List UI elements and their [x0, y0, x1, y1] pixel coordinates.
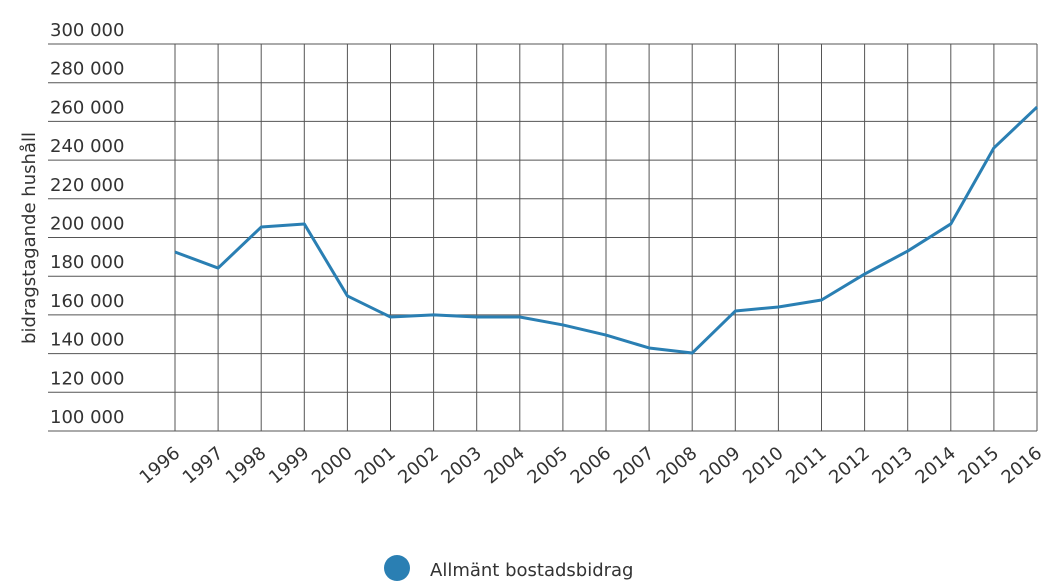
x-tick-label: 2011: [782, 443, 831, 489]
x-tick-label: 2013: [868, 443, 917, 489]
x-tick-label: 2006: [567, 443, 616, 489]
x-tick-label: 2016: [998, 443, 1047, 489]
x-tick-label: 2012: [825, 443, 874, 489]
x-tick-label: 2004: [480, 443, 529, 489]
y-tick-label: 140 000: [50, 330, 124, 351]
y-tick-label: 220 000: [50, 175, 124, 196]
x-tick-label: 2003: [437, 443, 486, 489]
y-tick-label: 280 000: [50, 59, 124, 80]
x-tick-label: 2007: [610, 443, 659, 489]
line: [174, 105, 1039, 355]
x-tick-label: 2001: [351, 443, 400, 489]
y-tick-label: 200 000: [50, 214, 124, 235]
x-tick-label: 2002: [394, 443, 443, 489]
legend-label: Allmänt bostadsbidrag: [430, 560, 633, 581]
y-tick-label: 100 000: [50, 407, 124, 428]
x-tick-label: 2009: [696, 443, 745, 489]
x-tick-label: 2000: [308, 443, 357, 489]
x-tick-label: 2005: [524, 443, 573, 489]
x-tick-label: 1996: [136, 443, 185, 489]
y-tick-label: 260 000: [50, 97, 124, 118]
y-axis-label: bidragstagande hushåll: [19, 132, 40, 344]
x-tick-label: 2010: [739, 443, 788, 489]
x-tick-label: 1998: [222, 443, 271, 489]
y-tick-label: 180 000: [50, 252, 124, 273]
x-tick-label: 1997: [179, 443, 228, 489]
x-tick-label: 2015: [955, 443, 1004, 489]
legend-marker: [384, 555, 410, 581]
y-tick-label: 240 000: [50, 136, 124, 157]
x-tick-label: 2014: [911, 443, 960, 489]
y-tick-label: 120 000: [50, 368, 124, 389]
y-tick-label: 300 000: [50, 20, 124, 41]
x-tick-label: 2008: [653, 443, 702, 489]
x-tick-label: 1999: [265, 443, 314, 489]
y-tick-label: 160 000: [50, 291, 124, 312]
